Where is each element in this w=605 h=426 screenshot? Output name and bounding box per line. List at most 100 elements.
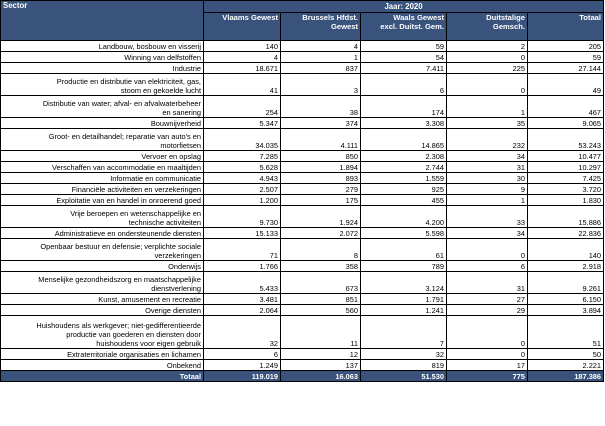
value-cell: 51.530: [360, 370, 447, 382]
value-cell: 2.064: [203, 304, 281, 316]
sector-cell: Administratieve en ondersteunende dienst…: [0, 227, 204, 239]
value-cell: 41: [203, 73, 281, 96]
column-header: Duitstalige Gemsch.: [446, 12, 528, 41]
value-cell: 1: [280, 51, 361, 63]
value-cell: 50: [526, 348, 605, 360]
sector-cell: Onderwijs: [0, 260, 204, 272]
value-cell: 1.249: [203, 359, 281, 371]
table-row: Financiële activiteiten en verzekeringen…: [0, 183, 605, 195]
value-cell: 467: [526, 95, 605, 118]
sector-cell: Huishoudens als werkgever; niet-gediffer…: [0, 315, 204, 349]
value-cell: 187.386: [526, 370, 605, 382]
value-cell: 11: [280, 315, 361, 349]
value-cell: 232: [446, 128, 528, 151]
sector-cell: Verschaffen van accommodatie en maaltijd…: [0, 161, 204, 173]
value-cell: 789: [360, 260, 447, 272]
value-cell: 1.241: [360, 304, 447, 316]
sector-header: Sector: [0, 0, 204, 41]
value-cell: 9.730: [203, 205, 281, 228]
table-row: Groot- en detailhandel; reparatie van au…: [0, 128, 605, 151]
value-cell: 140: [526, 238, 605, 261]
sector-cell: Totaal: [0, 370, 204, 382]
value-cell: 5.628: [203, 161, 281, 173]
value-cell: 0: [446, 238, 528, 261]
value-cell: 3.720: [526, 183, 605, 195]
value-cell: 0: [446, 73, 528, 96]
table-row: Extraterritoriale organisaties en licham…: [0, 348, 605, 360]
value-cell: 16.063: [280, 370, 361, 382]
value-cell: 10.477: [526, 150, 605, 162]
value-cell: 54: [360, 51, 447, 63]
value-cell: 137: [280, 359, 361, 371]
value-cell: 1.200: [203, 194, 281, 206]
value-cell: 174: [360, 95, 447, 118]
value-cell: 254: [203, 95, 281, 118]
value-cell: 9.261: [526, 271, 605, 294]
value-cell: 7.285: [203, 150, 281, 162]
value-cell: 4: [280, 40, 361, 52]
sector-cell: Openbaar bestuur en defensie; verplichte…: [0, 238, 204, 261]
table-row: Vervoer en opslag 7.285 850 2.308 34 10.477: [0, 150, 605, 162]
year-header: Jaar: 2020: [202, 0, 605, 13]
table-row: Administratieve en ondersteunende dienst…: [0, 227, 605, 239]
table-row: Landbouw, bosbouw en visserij 140 4 59 2 205: [0, 40, 605, 52]
value-cell: 819: [360, 359, 447, 371]
value-cell: 673: [280, 271, 361, 294]
sector-cell: Productie en distributie van elektricite…: [0, 73, 204, 96]
table-row: Informatie en communicatie 4.943 893 1.559 3…: [0, 172, 605, 184]
table-row: Verschaffen van accommodatie en maaltijd…: [0, 161, 605, 173]
value-cell: 10.297: [526, 161, 605, 173]
value-cell: 175: [280, 194, 361, 206]
table-row: Exploitatie van en handel in onroerend g…: [0, 194, 605, 206]
value-cell: 30: [446, 172, 528, 184]
value-cell: 34.035: [203, 128, 281, 151]
value-cell: 2: [446, 40, 528, 52]
value-cell: 1: [446, 194, 528, 206]
value-cell: 1.830: [526, 194, 605, 206]
value-cell: 1.559: [360, 172, 447, 184]
value-cell: 893: [280, 172, 361, 184]
table-row: Kunst, amusement en recreatie 3.481 851 1.7…: [0, 293, 605, 305]
total-row: Totaal 119.019 16.063 51.530 775 187.386: [0, 370, 605, 382]
value-cell: 358: [280, 260, 361, 272]
table-row: Menselijke gezondheidszorg en maatschapp…: [0, 271, 605, 294]
sector-cell: Informatie en communicatie: [0, 172, 204, 184]
value-cell: 6: [360, 73, 447, 96]
column-header: Vlaams Gewest: [203, 12, 281, 41]
value-cell: 3.308: [360, 117, 447, 129]
sector-cell: Vervoer en opslag: [0, 150, 204, 162]
value-cell: 2.308: [360, 150, 447, 162]
value-cell: 4.943: [203, 172, 281, 184]
value-cell: 51: [526, 315, 605, 349]
value-cell: 2.918: [526, 260, 605, 272]
table-row: Distributie van water; afval- en afvalwa…: [0, 95, 605, 118]
value-cell: 59: [360, 40, 447, 52]
value-cell: 49: [526, 73, 605, 96]
value-cell: 0: [446, 51, 528, 63]
table-row: Onbekend 1.249 137 819 17 2.221: [0, 359, 605, 371]
sector-cell: Financiële activiteiten en verzekeringen: [0, 183, 204, 195]
value-cell: 119.019: [203, 370, 281, 382]
value-cell: 6: [203, 348, 281, 360]
value-cell: 9.065: [526, 117, 605, 129]
sector-cell: Bouwnijverheid: [0, 117, 204, 129]
table-row: Huishoudens als werkgever; niet-gediffer…: [0, 315, 605, 349]
value-cell: 32: [360, 348, 447, 360]
value-cell: 1.766: [203, 260, 281, 272]
sector-cell: Overige diensten: [0, 304, 204, 316]
sector-cell: Kunst, amusement en recreatie: [0, 293, 204, 305]
value-cell: 1: [446, 95, 528, 118]
value-cell: 455: [360, 194, 447, 206]
value-cell: 59: [526, 51, 605, 63]
value-cell: 7.411: [360, 62, 447, 74]
sector-cell: Extraterritoriale organisaties en licham…: [0, 348, 204, 360]
value-cell: 560: [280, 304, 361, 316]
sector-cell: Landbouw, bosbouw en visserij: [0, 40, 204, 52]
value-cell: 3.124: [360, 271, 447, 294]
value-cell: 850: [280, 150, 361, 162]
sector-cell: Exploitatie van en handel in onroerend g…: [0, 194, 204, 206]
value-cell: 1.791: [360, 293, 447, 305]
table-body: Landbouw, bosbouw en visserij 140 4 59 2 205 W…: [0, 40, 605, 382]
value-cell: 3.481: [203, 293, 281, 305]
sector-cell: Distributie van water; afval- en afvalwa…: [0, 95, 204, 118]
